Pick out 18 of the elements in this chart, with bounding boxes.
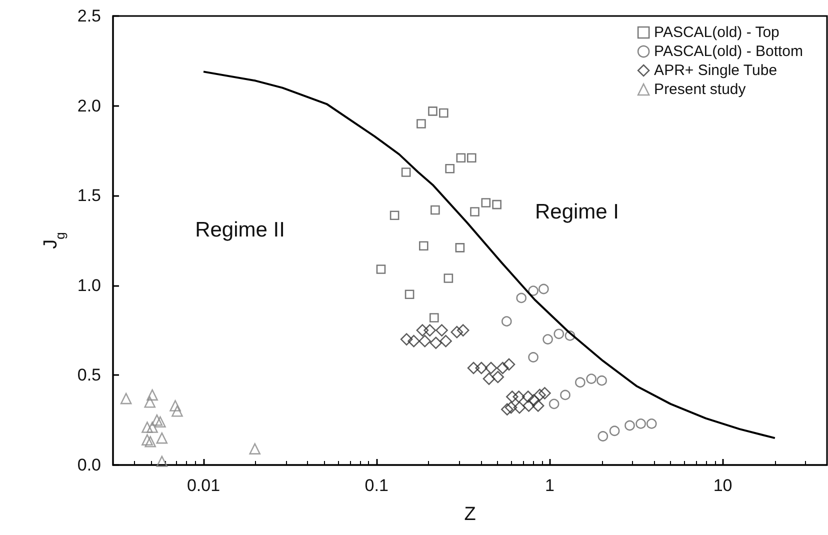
legend-label: PASCAL(old) - Bottom — [654, 43, 804, 60]
y-axis-title: Jg — [40, 232, 68, 249]
x-tick-label: 10 — [713, 476, 732, 495]
x-tick-label: 1 — [544, 476, 554, 495]
y-tick-label: 0.0 — [77, 456, 101, 474]
x-axis-title: Z — [464, 504, 476, 525]
y-tick-label: 1.5 — [77, 186, 101, 206]
y-tick-label: 2.5 — [77, 6, 101, 26]
x-tick-label: 0.01 — [186, 476, 220, 495]
y-tick-label: 2.0 — [77, 96, 101, 116]
y-tick-label: 1.0 — [77, 276, 101, 295]
legend-label: APR+ Single Tube — [654, 62, 778, 79]
legend-label: PASCAL(old) - Top — [654, 24, 780, 41]
x-tick-label: 0.1 — [364, 476, 388, 495]
legend-label: Present study — [654, 81, 746, 98]
annotation: Regime I — [534, 200, 620, 224]
y-tick-label: 0.5 — [77, 366, 101, 385]
annotation: Regime II — [195, 218, 285, 242]
